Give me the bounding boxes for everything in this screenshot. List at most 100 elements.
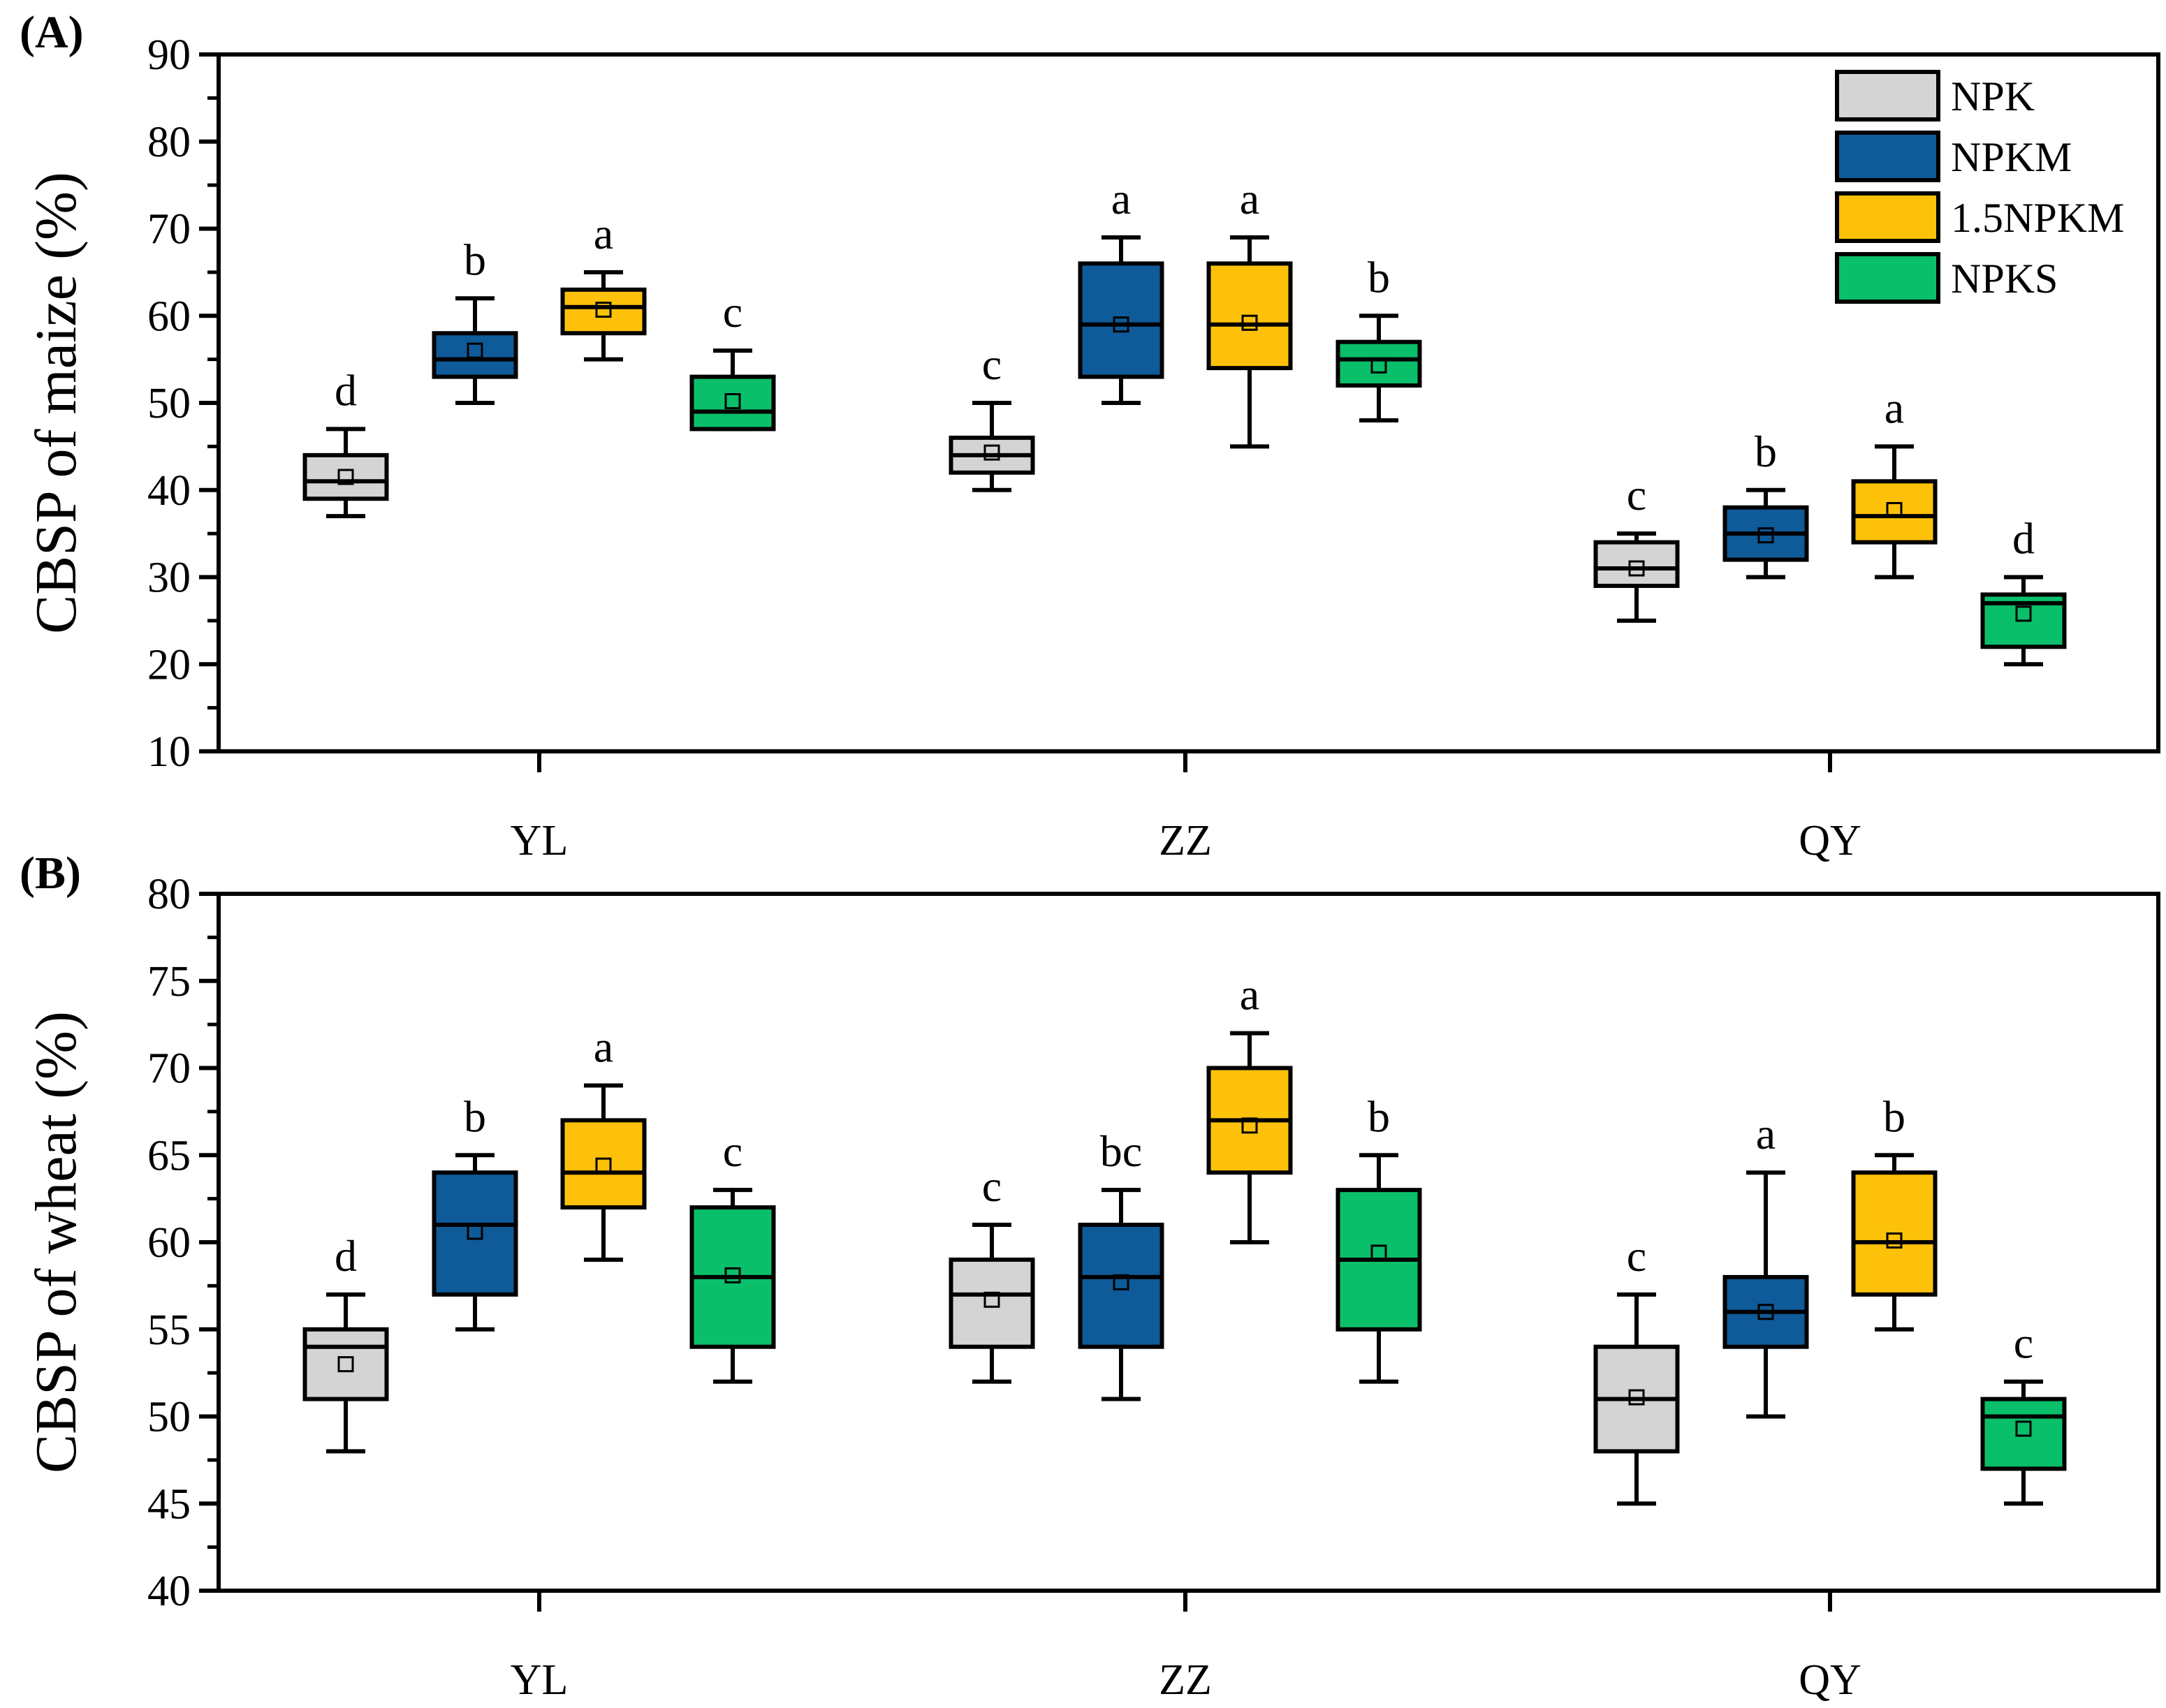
y-tick-label: 75 <box>147 958 191 1006</box>
box-npkm-zz: a <box>1078 174 1164 405</box>
mean-marker <box>1628 1389 1645 1406</box>
significance-letter: c <box>723 287 742 337</box>
mean-marker <box>1628 560 1645 577</box>
significance-letter: c <box>1627 1231 1646 1281</box>
mean-marker <box>2015 605 2032 622</box>
mean-marker <box>1370 357 1387 374</box>
x-tick-label-qy: QY <box>1799 1656 1861 1704</box>
mean-marker <box>724 393 741 410</box>
y-tick-label: 55 <box>147 1306 191 1354</box>
box-npks-zz: b <box>1336 252 1422 422</box>
x-tick-label-yl: YL <box>511 1656 569 1704</box>
box-15npkm-qy: a <box>1851 383 1938 580</box>
legend-label-npk: NPK <box>1951 73 2035 119</box>
box-body <box>560 1118 647 1210</box>
box-body <box>302 452 389 501</box>
x-tick-label-qy: QY <box>1799 817 1861 864</box>
significance-letter: d <box>2012 514 2035 564</box>
box-npks-qy: c <box>1980 1318 2067 1506</box>
significance-letter: b <box>1368 252 1390 302</box>
box-npks-yl: c <box>689 287 776 432</box>
x-tick-label-zz: ZZ <box>1159 1656 1212 1704</box>
box-npks-yl: c <box>689 1126 776 1384</box>
legend-swatch-npkm <box>1835 131 1940 182</box>
significance-letter: b <box>464 1091 486 1141</box>
significance-letter: c <box>1627 470 1646 520</box>
x-tick-label-yl: YL <box>511 817 569 864</box>
mean-marker <box>1886 501 1903 518</box>
box-body <box>560 287 647 336</box>
y-tick-label: 30 <box>147 554 191 602</box>
significance-letter: a <box>1756 1109 1776 1158</box>
mean-marker <box>467 342 483 359</box>
box-body <box>1851 479 1938 545</box>
panel-label: (B) <box>20 848 81 899</box>
significance-letter: a <box>1111 174 1131 223</box>
y-tick-label: 20 <box>147 641 191 689</box>
box-body <box>432 1170 518 1297</box>
mean-marker <box>1241 314 1258 331</box>
box-npk-zz: c <box>949 339 1035 492</box>
box-body <box>1336 339 1422 388</box>
y-tick-label: 40 <box>147 467 191 515</box>
mean-marker <box>337 1356 354 1373</box>
mean-marker <box>1757 527 1774 544</box>
mean-marker <box>1886 1232 1903 1249</box>
mean-marker <box>983 444 1000 461</box>
box-15npkm-qy: b <box>1851 1091 1938 1332</box>
box-npk-zz: c <box>949 1161 1035 1384</box>
significance-letter: b <box>1368 1091 1390 1141</box>
panel-b: 40 45 50 55 60 65 70 75 80 CBSP of wheat (%) (B) YL… <box>20 848 2160 1704</box>
significance-letter: a <box>1885 383 1904 432</box>
box-npk-qy: c <box>1593 470 1680 623</box>
significance-letter: b <box>464 235 486 284</box>
panel-label: (A) <box>20 7 84 58</box>
significance-letter: d <box>335 365 357 415</box>
significance-letter: bc <box>1100 1126 1142 1176</box>
box-npkm-yl: b <box>432 235 518 405</box>
y-tick-label: 45 <box>147 1480 191 1528</box>
y-axis-label: CBSP of maize (%) <box>24 172 89 634</box>
box-body <box>1593 540 1680 588</box>
box-body <box>1980 1397 2067 1471</box>
y-axis-label: CBSP of wheat (%) <box>24 1011 89 1473</box>
mean-marker <box>595 1157 612 1174</box>
y-tick-label: 40 <box>147 1568 191 1615</box>
significance-letter: a <box>1240 174 1259 223</box>
box-npkm-qy: a <box>1722 1109 1809 1419</box>
box-15npkm-zz: a <box>1206 970 1293 1244</box>
mean-marker <box>983 1291 1000 1308</box>
y-tick-label: 50 <box>147 380 191 427</box>
box-15npkm-yl: a <box>560 209 647 362</box>
mean-marker <box>1113 316 1129 333</box>
box-body <box>1078 261 1164 379</box>
y-tick-label: 50 <box>147 1394 191 1441</box>
y-tick-label: 80 <box>147 871 191 918</box>
significance-letter: a <box>1240 970 1259 1019</box>
box-npk-yl: d <box>302 1231 389 1454</box>
significance-letter: b <box>1883 1091 1905 1141</box>
box-npk-qy: c <box>1593 1231 1680 1506</box>
significance-letter: c <box>2014 1318 2033 1368</box>
box-15npkm-yl: a <box>560 1022 647 1262</box>
mean-marker <box>2015 1420 2032 1437</box>
box-npks-zz: b <box>1336 1091 1422 1384</box>
legend-label-15npkm: 1.5NPKM <box>1951 195 2124 241</box>
mean-marker <box>1757 1304 1774 1320</box>
significance-letter: d <box>335 1231 357 1281</box>
significance-letter: c <box>723 1126 742 1176</box>
box-npkm-yl: b <box>432 1091 518 1332</box>
mean-marker <box>467 1223 483 1240</box>
box-body <box>1078 1223 1164 1349</box>
legend-swatch-npks <box>1835 252 1940 304</box>
mean-marker <box>1370 1244 1387 1261</box>
significance-letter: a <box>594 209 613 258</box>
x-tick-label-zz: ZZ <box>1159 817 1212 864</box>
legend-swatch-15npkm <box>1835 191 1940 243</box>
y-tick-label: 70 <box>147 206 191 253</box>
y-tick-label: 10 <box>147 728 191 776</box>
box-body <box>302 1327 389 1401</box>
box-15npkm-zz: a <box>1206 174 1293 449</box>
mean-marker <box>1113 1274 1129 1290</box>
